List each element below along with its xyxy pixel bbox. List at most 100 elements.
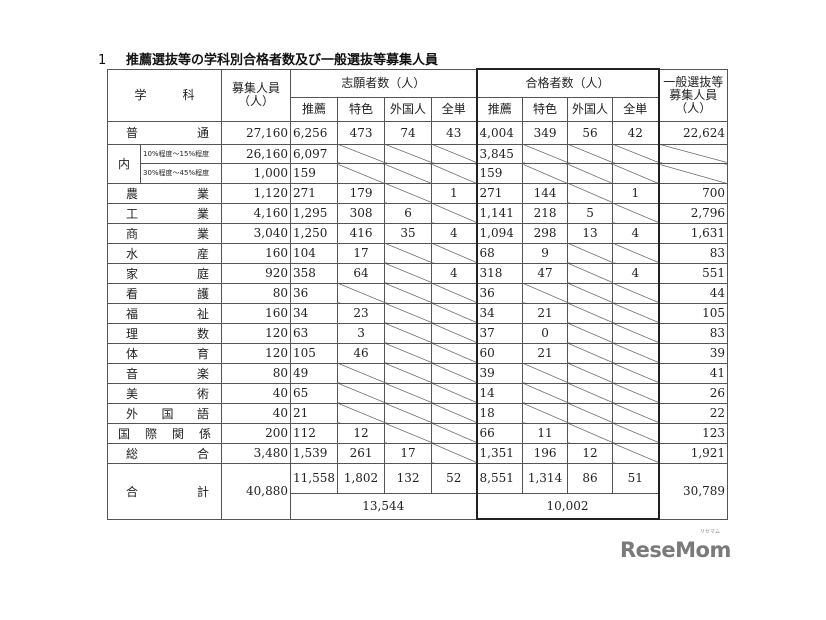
applicants-cell [384,322,433,344]
passed-cell [567,182,614,204]
capacity-cell: 80 [221,362,292,384]
applicants-cell: 46 [337,342,386,364]
capacity-cell: 160 [221,242,292,264]
subject-cell: 音楽 [106,362,223,384]
total-passed-cell: 86 [567,462,614,494]
passed-cell: 159 [475,163,524,184]
capacity-cell: 27,160 [221,120,292,145]
table-row: 美術 40 65 14 26 [106,382,729,404]
subject-cell: 看護 [106,282,223,304]
capacity-cell: 80 [221,282,292,304]
passed-cell [612,302,660,324]
passed-cell: 56 [567,120,614,145]
subject-cell: 家庭 [106,262,223,284]
table-row: 商業 3,040 1,250 416 35 4 1,094 298 13 4 1,631 [106,222,729,244]
applicants-cell [431,402,478,424]
passed-cell [612,382,660,404]
passed-cell: 14 [475,382,524,404]
breakdown-row: 内 10%程度～15%程度 26,160 6,097 3,845 [107,143,729,184]
passed-cell [522,143,569,164]
passed-cell [567,382,614,404]
subject-cell: 工業 [106,202,223,224]
passed-cell: 271 [475,182,524,204]
passed-cell: 47 [522,262,569,284]
applicants-cell: 261 [337,442,386,464]
capacity-cell: 160 [221,302,292,324]
capacity-cell: 120 [221,342,292,364]
passed-cell: 68 [475,242,524,264]
subject-cell: 美術 [106,382,223,404]
applicants-cell [337,382,386,404]
table-row: 看護 80 36 36 44 [106,282,729,304]
passed-cell: 42 [612,120,660,145]
applicants-cell: 416 [337,222,386,244]
passed-cell: 1 [612,182,660,204]
passed-cell [612,163,660,184]
applicants-cell: 49 [290,362,339,384]
total-label: 合計 [106,462,223,520]
applicants-cell [431,302,478,324]
applicants-cell: 21 [290,402,339,424]
capacity-cell: 4,160 [221,202,292,224]
applicants-cell: 105 [290,342,339,364]
general-cell [658,143,729,164]
applicants-cell: 12 [337,422,386,444]
passed-cell [612,402,660,424]
general-cell: 22 [658,402,729,424]
passed-cell [612,422,660,444]
general-cell: 41 [658,362,729,384]
capacity-cell: 3,480 [221,442,292,464]
applicants-cell [337,282,386,304]
table-row: 国際関係 200 112 12 66 11 123 [106,422,729,444]
capacity-cell: 1,120 [221,182,292,204]
capacity-cell: 26,160 [221,143,292,164]
passed-cell: 4,004 [475,120,524,145]
subject-cell: 普通 [106,120,223,145]
total-passed-cell: 51 [612,462,660,494]
passed-cell: 196 [522,442,569,464]
passed-cell [522,362,569,384]
applicants-cell [384,382,433,404]
table-row: 外国語 40 21 18 22 [106,402,729,424]
admissions-table: 学 科 募集人員（人） 志願者数（人） 合格者数（人） 一般選抜等募集人員（人）… [106,68,729,520]
header-pass-tokushoku: 特色 [522,96,569,122]
general-cell: 1,921 [658,442,729,464]
applicants-cell: 17 [384,442,433,464]
subject-cell: 商業 [106,222,223,244]
passed-cell [567,422,614,444]
applicants-cell [384,362,433,384]
passed-cell: 9 [522,242,569,264]
header-pass-suisen: 推薦 [475,96,524,122]
passed-cell [612,202,660,224]
applicants-cell [384,302,433,324]
applicants-cell: 63 [290,322,339,344]
header-pass-foreign: 外国人 [567,96,614,122]
passed-cell [612,143,660,164]
header-app-tokushoku: 特色 [337,96,386,122]
passed-cell: 218 [522,202,569,224]
passed-cell [567,362,614,384]
applicants-cell [431,362,478,384]
passed-cell: 1,351 [475,442,524,464]
passed-cell: 36 [475,282,524,304]
capacity-cell: 120 [221,322,292,344]
applicants-cell [337,163,386,184]
header-passed: 合格者数（人） [475,68,660,98]
passed-cell [612,322,660,344]
total-general: 30,789 [658,462,729,520]
applicants-cell [431,143,478,164]
passed-cell: 4 [612,222,660,244]
applicants-cell [431,202,478,224]
passed-cell [567,322,614,344]
title-number: 1 [98,53,107,68]
applicants-cell: 159 [290,163,339,184]
general-cell: 105 [658,302,729,324]
passed-cell [612,242,660,264]
applicants-cell: 17 [337,242,386,264]
applicants-cell [431,442,478,464]
passed-cell: 39 [475,362,524,384]
applicants-cell: 3 [337,322,386,344]
passed-cell: 66 [475,422,524,444]
passed-cell [612,342,660,364]
passed-cell: 298 [522,222,569,244]
